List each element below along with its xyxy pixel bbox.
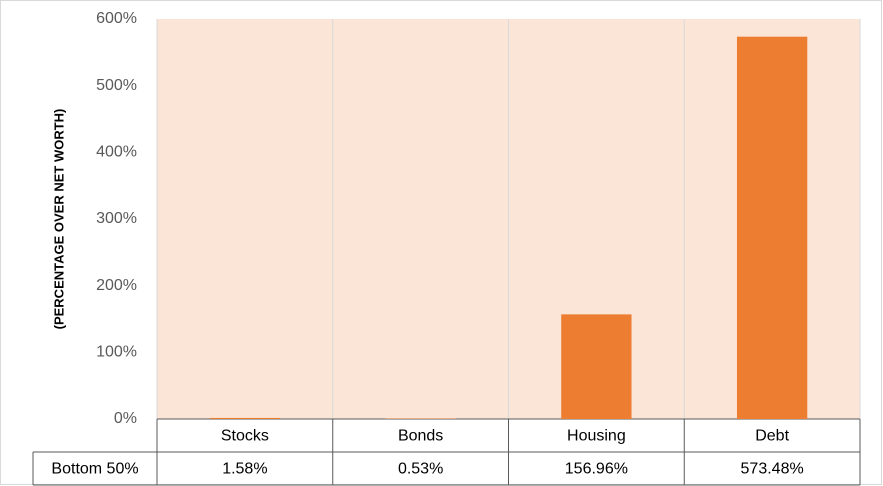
data-label: 156.96% — [565, 461, 628, 478]
data-label: 1.58% — [222, 461, 267, 478]
data-label: 0.53% — [398, 461, 443, 478]
y-tick-label: 100% — [96, 344, 137, 361]
y-tick-label: 0% — [114, 410, 137, 427]
bar — [736, 36, 808, 420]
x-tick-label: Housing — [567, 428, 626, 445]
y-tick-label: 300% — [96, 210, 137, 227]
x-tick-label: Bonds — [398, 428, 443, 445]
y-tick-label: 200% — [96, 277, 137, 294]
x-tick-label: Stocks — [221, 428, 269, 445]
y-axis-label: (PERCENTAGE OVER NET WORTH) — [51, 109, 66, 330]
y-tick-label: 600% — [96, 10, 137, 27]
data-label: 573.48% — [741, 461, 804, 478]
x-tick-label: Debt — [755, 428, 789, 445]
y-tick-label: 400% — [96, 144, 137, 161]
legend-label: Bottom 50% — [51, 461, 138, 478]
bar — [561, 314, 632, 419]
bar — [209, 417, 281, 419]
y-tick-label: 500% — [96, 77, 137, 94]
